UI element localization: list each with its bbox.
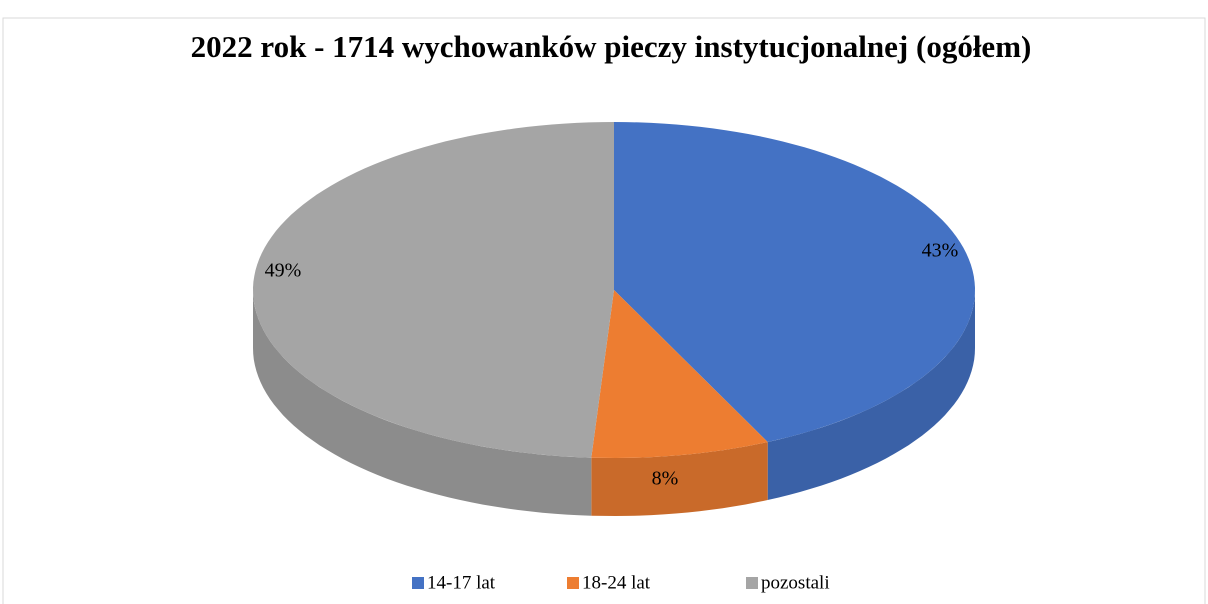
slice-side (591, 442, 768, 516)
data-label: 49% (265, 260, 302, 282)
legend-swatch (412, 577, 424, 589)
legend-label: pozostali (761, 572, 830, 593)
data-label: 8% (652, 468, 679, 490)
slice-side (253, 290, 592, 516)
legend-label: 18-24 lat (582, 572, 651, 593)
slice-side (767, 290, 975, 500)
legend-swatch (567, 577, 579, 589)
legend-swatch (746, 577, 758, 589)
data-label: 43% (922, 240, 959, 262)
slice (614, 122, 975, 442)
chart-title: 2022 rok - 1714 wychowanków pieczy insty… (191, 29, 1032, 64)
slice (591, 290, 768, 458)
slice (253, 122, 614, 458)
legend-label: 14-17 lat (427, 572, 496, 593)
